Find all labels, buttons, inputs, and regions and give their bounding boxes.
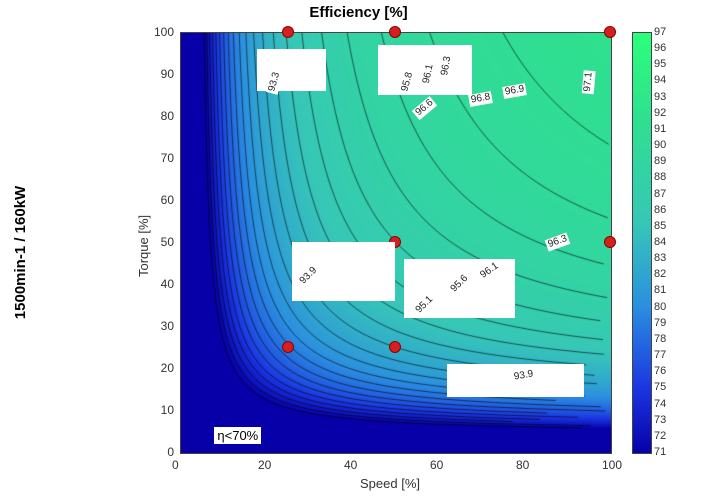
y-tick: 20 <box>161 361 174 375</box>
colorbar-tick: 72 <box>654 430 666 442</box>
x-axis-label: Speed [%] <box>360 476 420 491</box>
operating-point-marker <box>389 26 401 38</box>
operating-point-marker <box>604 236 616 248</box>
side-spec-text: 1500min-1 / 160kW <box>13 185 30 318</box>
y-tick: 30 <box>161 319 174 333</box>
colorbar-tick: 87 <box>654 188 666 200</box>
colorbar-tick: 96 <box>654 42 666 54</box>
colorbar-tick: 92 <box>654 107 666 119</box>
y-axis-label: Torque [%] <box>136 215 151 277</box>
colorbar-tick: 82 <box>654 268 666 280</box>
colorbar-tick: 97 <box>654 26 666 38</box>
colorbar-tick: 85 <box>654 220 666 232</box>
x-tick: 100 <box>602 458 622 472</box>
colorbar-tick: 94 <box>654 74 666 86</box>
y-tick: 40 <box>161 277 174 291</box>
x-tick: 20 <box>258 458 271 472</box>
colorbar-tick: 78 <box>654 333 666 345</box>
operating-point-marker <box>389 341 401 353</box>
colorbar-tick: 73 <box>654 414 666 426</box>
colorbar-tick: 76 <box>654 365 666 377</box>
y-tick: 70 <box>161 151 174 165</box>
x-tick: 80 <box>516 458 529 472</box>
colorbar-tick: 71 <box>654 446 666 458</box>
colorbar-tick: 75 <box>654 381 666 393</box>
chart-title: Efficiency [%] <box>0 4 717 21</box>
colorbar-tick: 79 <box>654 317 666 329</box>
colorbar-tick: 81 <box>654 284 666 296</box>
y-tick: 100 <box>154 25 174 39</box>
x-tick: 60 <box>430 458 443 472</box>
colorbar-tick: 95 <box>654 58 666 70</box>
colorbar-tick: 77 <box>654 349 666 361</box>
colorbar-tick: 86 <box>654 204 666 216</box>
y-tick: 50 <box>161 235 174 249</box>
colorbar-tick: 89 <box>654 155 666 167</box>
eta-threshold-label: η<70% <box>214 427 261 444</box>
contour-label: 97.1 <box>581 70 595 94</box>
y-tick: 10 <box>161 403 174 417</box>
y-tick: 90 <box>161 67 174 81</box>
x-tick: 40 <box>344 458 357 472</box>
operating-point-marker <box>282 26 294 38</box>
y-tick: 0 <box>167 445 174 459</box>
colorbar-tick: 93 <box>654 91 666 103</box>
colorbar-tick: 80 <box>654 301 666 313</box>
y-tick: 60 <box>161 193 174 207</box>
colorbar-tick: 90 <box>654 139 666 151</box>
efficiency-colorbar <box>632 32 652 454</box>
y-tick: 80 <box>161 109 174 123</box>
colorbar-tick: 83 <box>654 252 666 264</box>
colorbar-tick: 74 <box>654 398 666 410</box>
colorbar-tick: 88 <box>654 171 666 183</box>
x-tick: 0 <box>172 458 179 472</box>
colorbar-tick: 84 <box>654 236 666 248</box>
side-spec-label: 1500min-1 / 160kW <box>6 0 36 504</box>
operating-point-marker <box>282 341 294 353</box>
operating-point-marker <box>604 26 616 38</box>
colorbar-tick: 91 <box>654 123 666 135</box>
